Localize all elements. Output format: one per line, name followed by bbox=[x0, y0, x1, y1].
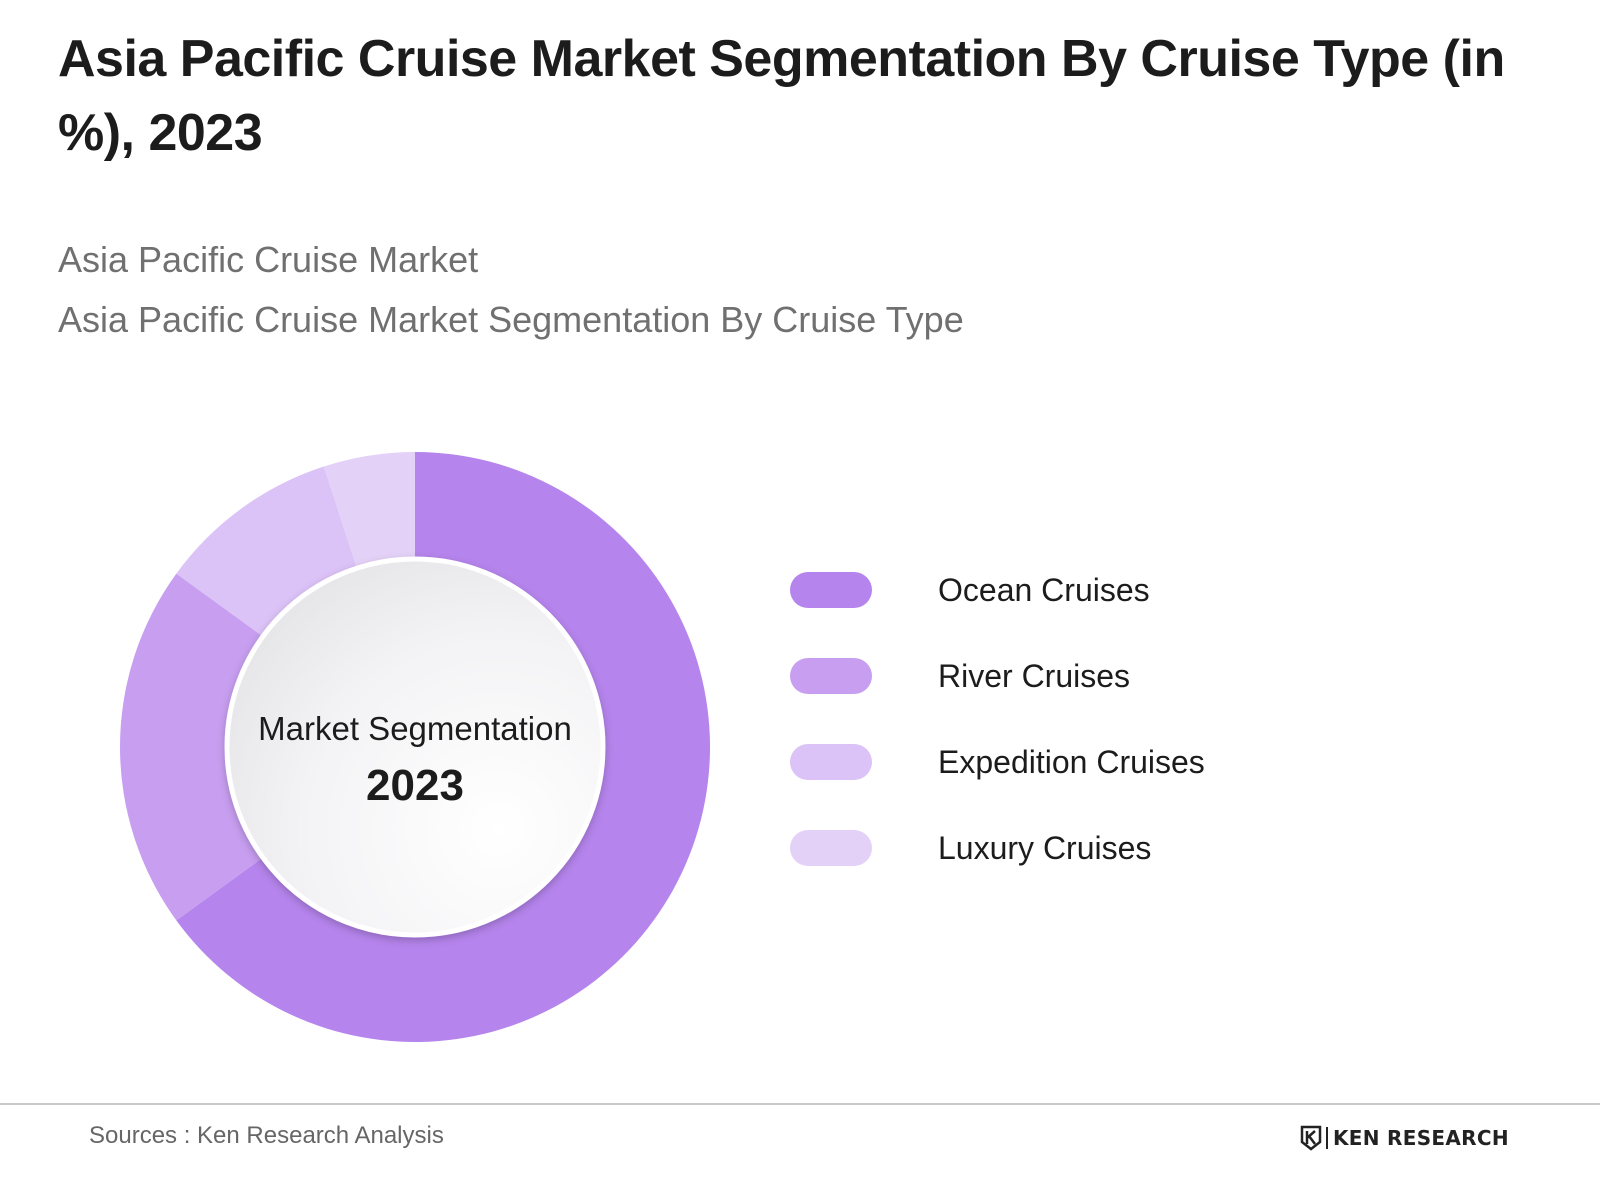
donut-chart: Market Segmentation 2023 bbox=[119, 452, 710, 1042]
center-label-title: Market Segmentation bbox=[258, 710, 572, 747]
subtitle-segmentation: Asia Pacific Cruise Market Segmentation … bbox=[58, 299, 964, 340]
legend-swatch bbox=[790, 830, 872, 866]
subtitle-market: Asia Pacific Cruise Market bbox=[58, 239, 479, 280]
legend-label: Ocean Cruises bbox=[938, 572, 1150, 608]
slice-expedition-cruises[interactable] bbox=[176, 466, 357, 636]
slice-ocean-cruises[interactable] bbox=[176, 452, 710, 1042]
legend-label: River Cruises bbox=[938, 658, 1131, 694]
brand-logo[interactable]: KEN RESEARCH bbox=[1300, 1123, 1509, 1153]
brand-name: KEN RESEARCH bbox=[1333, 1126, 1509, 1150]
legend-swatch bbox=[790, 744, 872, 780]
brand-separator bbox=[1326, 1127, 1328, 1149]
donut-center bbox=[224, 556, 606, 938]
center-label-year: 2023 bbox=[366, 761, 464, 810]
slice-river-cruises[interactable] bbox=[119, 573, 262, 921]
legend-label: Expedition Cruises bbox=[938, 744, 1205, 780]
ken-research-logo-icon bbox=[1300, 1125, 1322, 1151]
legend-swatch bbox=[790, 572, 872, 608]
donut-slices bbox=[119, 452, 710, 1042]
footer-divider bbox=[0, 1103, 1600, 1105]
legend-label: Luxury Cruises bbox=[938, 830, 1152, 866]
source-note: Sources : Ken Research Analysis bbox=[89, 1122, 444, 1149]
chart-title: Asia Pacific Cruise Market Segmentation … bbox=[58, 30, 1505, 162]
slice-luxury-cruises[interactable] bbox=[323, 452, 415, 567]
legend-swatch bbox=[790, 658, 872, 694]
